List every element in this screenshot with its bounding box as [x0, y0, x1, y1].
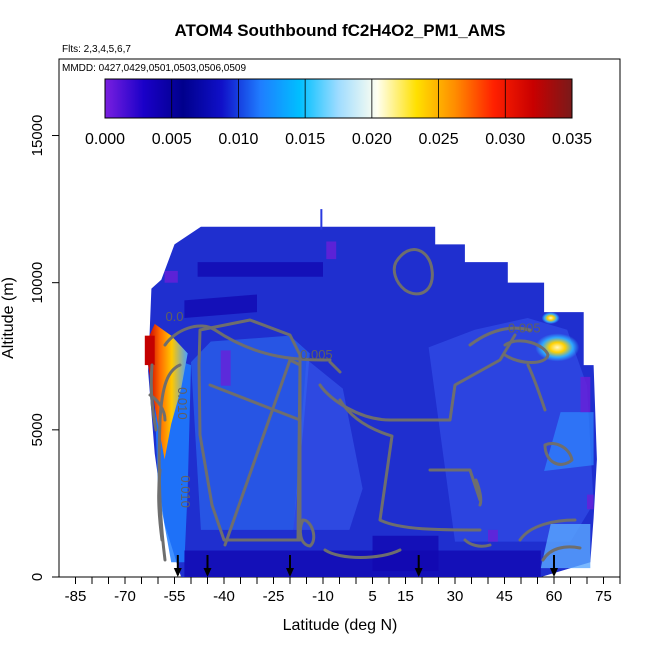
colorbar-tick-label: 0.020 — [352, 131, 392, 148]
contour-label: 0.010 — [178, 475, 193, 508]
heatmap-dark-band — [372, 535, 439, 572]
contour-label: 0.0 — [165, 309, 183, 324]
y-tick-label: 15000 — [29, 115, 46, 157]
y-tick-label: 0 — [29, 573, 46, 581]
heatmap-region — [428, 318, 594, 542]
colorbar-tick-label: 0.025 — [419, 131, 459, 148]
heatmap-pixel — [326, 241, 337, 260]
y-tick-label: 10000 — [29, 262, 46, 304]
contour-line — [543, 442, 574, 466]
contour-label: 0.005 — [508, 321, 541, 336]
colorbar-ticks: 0.000 0.005 0.010 0.015 0.020 0.025 0.030 0.035 — [85, 131, 592, 148]
heatmap-dark-band — [184, 550, 541, 577]
contour-label: 0.010 — [175, 387, 190, 420]
x-tick-label: -10 — [312, 588, 334, 605]
contour-line — [526, 363, 547, 412]
heatmap-max-south — [144, 335, 155, 366]
heatmap-pixel — [580, 376, 591, 413]
x-tick-label: -85 — [65, 588, 87, 605]
heatmap-hotspot-south — [148, 323, 188, 460]
contour-line — [392, 248, 434, 296]
colorbar-tick-label: 0.010 — [218, 131, 258, 148]
flight-arrows — [173, 555, 558, 577]
x-ticks: -85 -70 -55 -40 -25 -10 5 15 30 45 60 75 — [65, 577, 621, 605]
x-tick-label: -25 — [263, 588, 285, 605]
y-ticks: 0 5000 10000 15000 — [29, 115, 59, 581]
contour-line — [428, 468, 482, 502]
contour-line — [328, 360, 342, 374]
contour-line — [338, 398, 482, 532]
contour-line — [323, 548, 402, 559]
colorbar-tick-label: 0.000 — [85, 131, 125, 148]
x-tick-label: 45 — [496, 588, 513, 605]
y-axis: 0 5000 10000 15000 Altitude (m) — [0, 115, 59, 581]
x-tick-label: 60 — [546, 588, 563, 605]
colorbar-tick-label: 0.030 — [485, 131, 525, 148]
contour-line — [298, 518, 316, 548]
heatmap-region — [191, 335, 310, 530]
colorbar-gradient — [104, 78, 573, 119]
contour-line — [157, 468, 164, 542]
heatmap-hotspot-north-upper — [541, 312, 560, 324]
heatmap-pixel — [587, 494, 594, 510]
heatmap-region — [544, 412, 594, 472]
flight-arrow-head — [286, 568, 294, 577]
heatmap-pixel — [488, 529, 498, 542]
colorbar-tick-label: 0.035 — [552, 131, 592, 148]
y-tick-label: 5000 — [29, 413, 46, 446]
heatmap-field — [144, 209, 597, 578]
x-tick-label: 5 — [368, 588, 376, 605]
x-tick-label: -55 — [164, 588, 186, 605]
dates-note: MMDD: 0427,0429,0501,0503,0506,0509 — [62, 63, 246, 74]
heatmap-dark-band — [184, 294, 257, 318]
colorbar-tick-label: 0.005 — [152, 131, 192, 148]
contour-labels: 0.005 0.005 0.010 0.010 0.0 — [165, 309, 540, 508]
flights-note: Flts: 2,3,4,5,6,7 — [62, 44, 131, 55]
contour-lines — [148, 248, 582, 562]
y-axis-label: Altitude (m) — [0, 277, 17, 359]
x-tick-label: -70 — [114, 588, 136, 605]
flight-arrow-head — [203, 568, 212, 577]
x-tick-label: 75 — [595, 588, 612, 605]
heatmap-column — [320, 209, 323, 230]
flight-arrow-head — [550, 568, 558, 577]
heatmap-pixel — [220, 350, 231, 386]
contour-line — [163, 324, 332, 362]
contour-line — [503, 339, 550, 364]
x-tick-label: 15 — [397, 588, 414, 605]
colorbar: 0.000 0.005 0.010 0.015 0.020 0.025 0.030 0.035 — [85, 78, 592, 148]
chart-title: ATOM4 Southbound fC2H4O2_PM1_AMS — [175, 21, 506, 40]
contour-line — [468, 326, 532, 347]
contour-line — [474, 478, 483, 507]
contour-label: 0.005 — [300, 347, 333, 362]
contour-line — [318, 333, 517, 422]
contour-line — [208, 383, 302, 472]
x-axis: -85 -70 -55 -40 -25 -10 5 15 30 45 60 75 Latitude (… — [65, 577, 621, 634]
flight-arrow-head — [173, 568, 182, 577]
contour-line — [541, 545, 582, 562]
colorbar-tick-label: 0.015 — [285, 131, 325, 148]
heatmap-dark-band — [197, 262, 323, 277]
contour-line — [518, 518, 577, 542]
x-tick-label: -40 — [213, 588, 235, 605]
heatmap-pixel — [164, 270, 178, 283]
plot-area: MMDD: 0427,0429,0501,0503,0506,0509 0.00… — [58, 58, 621, 578]
heatmap-region — [293, 359, 363, 530]
contour-line — [149, 363, 158, 432]
contour-line — [463, 538, 492, 548]
colorbar-dividers — [104, 79, 573, 118]
x-tick-label: 30 — [447, 588, 464, 605]
flight-arrow-head — [414, 568, 423, 577]
x-axis-label: Latitude (deg N) — [283, 617, 398, 634]
